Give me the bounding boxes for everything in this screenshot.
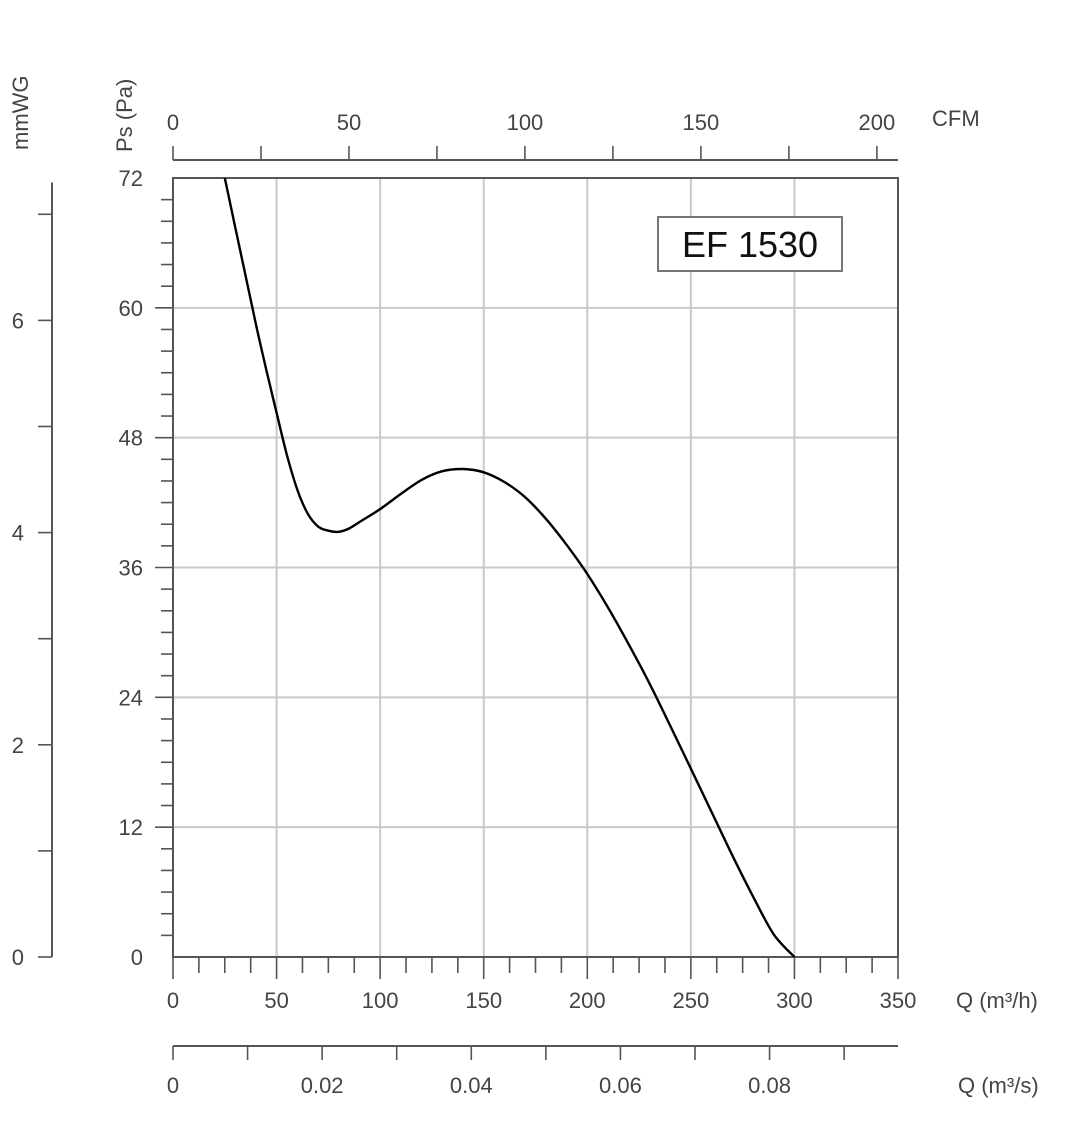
- m3s-tick-label: 0.02: [301, 1073, 344, 1098]
- m3h-axis-unit: Q (m³/h): [956, 988, 1038, 1013]
- performance-curve: [223, 177, 796, 958]
- m3h-tick-label: 200: [569, 988, 606, 1013]
- grid-lines: [173, 178, 898, 957]
- m3s-axis-unit: Q (m³/s): [958, 1073, 1039, 1098]
- m3s-tick-label: 0.06: [599, 1073, 642, 1098]
- m3h-tick-label: 350: [880, 988, 917, 1013]
- pa-tick-label: 36: [119, 556, 143, 581]
- m3h-tick-label: 50: [264, 988, 288, 1013]
- pa-tick-label: 48: [119, 426, 143, 451]
- mmwg-axis-unit: mmWG: [8, 75, 33, 150]
- pa-tick-label: 60: [119, 296, 143, 321]
- m3s-tick-label: 0.08: [748, 1073, 791, 1098]
- m3h-tick-label: 100: [362, 988, 399, 1013]
- cfm-tick-label: 50: [337, 110, 361, 135]
- cfm-axis-unit: CFM: [932, 106, 980, 131]
- cfm-tick-label: 0: [167, 110, 179, 135]
- m3s-tick-label: 0: [167, 1073, 179, 1098]
- cfm-tick-label: 150: [683, 110, 720, 135]
- m3h-tick-label: 250: [672, 988, 709, 1013]
- cfm-tick-label: 200: [859, 110, 896, 135]
- pa-tick-label: 0: [131, 945, 143, 970]
- pa-tick-label: 12: [119, 815, 143, 840]
- mmwg-tick-label: 2: [12, 733, 24, 758]
- model-label-box: [657, 216, 843, 272]
- m3s-tick-label: 0.04: [450, 1073, 493, 1098]
- pa-axis-unit: Ps (Pa): [112, 79, 137, 152]
- curve-layer: [223, 177, 796, 958]
- mmwg-tick-label: 6: [12, 308, 24, 333]
- mmwg-tick-label: 4: [12, 521, 24, 546]
- m3h-tick-label: 300: [776, 988, 813, 1013]
- pa-tick-label: 24: [119, 685, 143, 710]
- m3h-tick-label: 150: [465, 988, 502, 1013]
- model-label-text: EF 1530: [682, 224, 818, 265]
- cfm-tick-label: 100: [507, 110, 544, 135]
- model-label: EF 1530: [657, 216, 843, 272]
- pa-tick-label: 72: [119, 166, 143, 191]
- m3h-tick-label: 0: [167, 988, 179, 1013]
- axis-unit-labels: CFM Q (m³/h) Q (m³/s) Ps (Pa) mmWG: [8, 75, 1039, 1098]
- mmwg-tick-label: 0: [12, 945, 24, 970]
